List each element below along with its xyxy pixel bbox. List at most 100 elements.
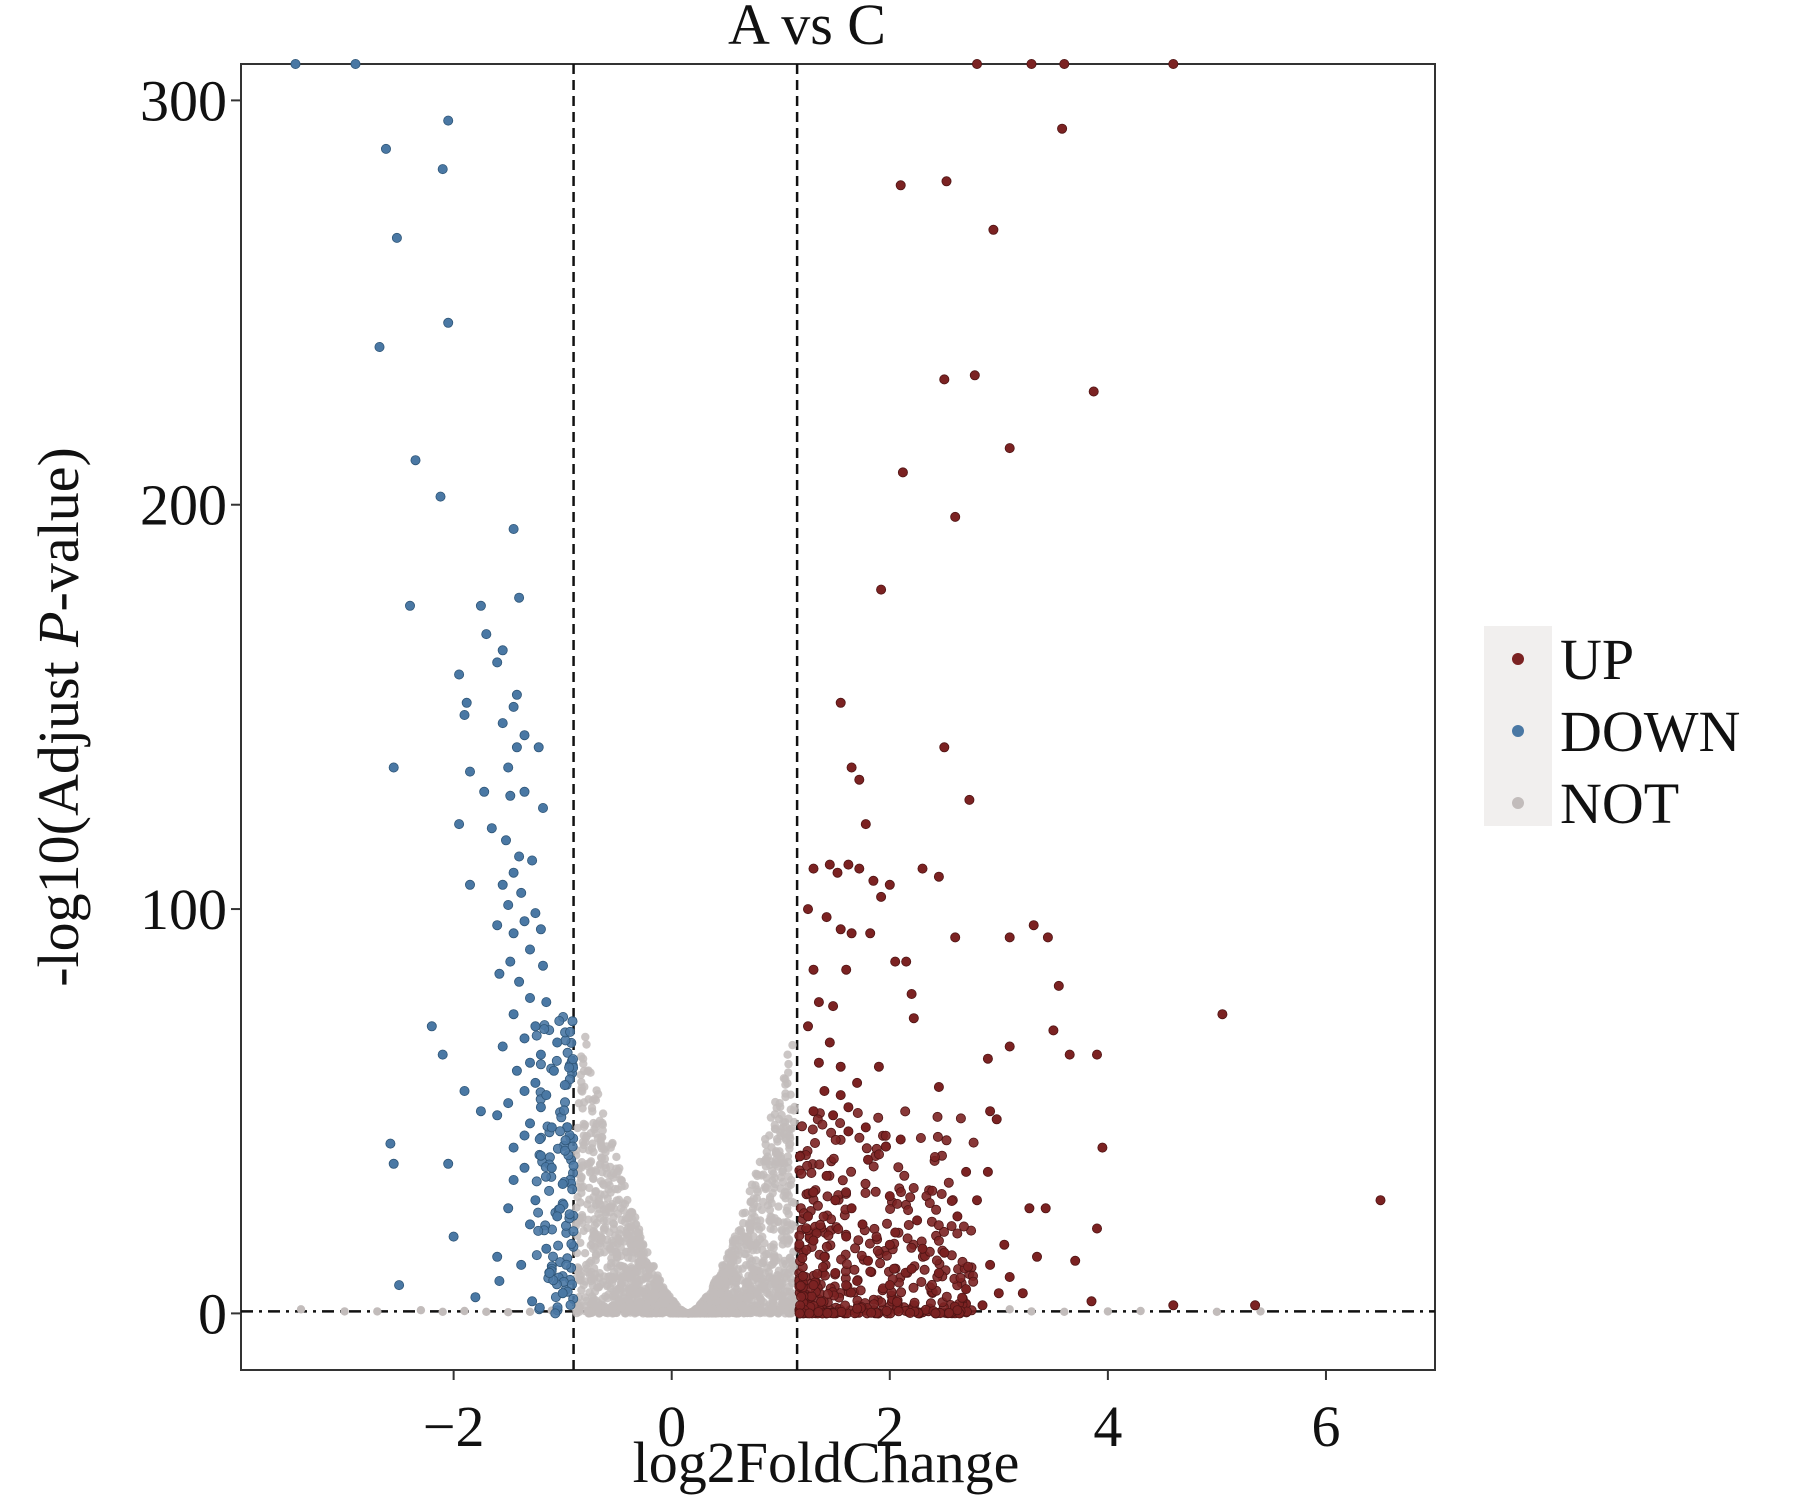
data-point-up xyxy=(933,1235,944,1246)
data-point-not xyxy=(599,1145,609,1154)
data-point-down xyxy=(503,1098,514,1109)
data-point-up xyxy=(917,1243,928,1254)
data-point-not xyxy=(584,1307,593,1317)
data-point-not xyxy=(611,1259,620,1268)
data-point-down xyxy=(454,669,465,680)
data-point-up xyxy=(801,1244,812,1255)
data-point-not xyxy=(600,1190,609,1199)
data-point-not xyxy=(598,1118,607,1128)
data-point-not xyxy=(583,1200,592,1209)
data-point-not xyxy=(782,1274,791,1283)
data-point-up xyxy=(846,1203,857,1214)
data-point-not xyxy=(723,1290,733,1299)
data-point-not xyxy=(753,1242,762,1251)
data-point-down xyxy=(426,1021,437,1032)
data-point-up xyxy=(931,1204,942,1215)
data-point-down xyxy=(385,1138,396,1149)
data-point-down xyxy=(541,1090,552,1101)
data-point-up xyxy=(1168,1300,1179,1311)
data-point-up xyxy=(881,1250,892,1261)
data-point-up xyxy=(890,1227,901,1238)
data-point-down xyxy=(552,1037,563,1048)
data-point-down xyxy=(475,600,486,611)
data-point-not xyxy=(594,1209,603,1219)
data-point-up xyxy=(946,1196,957,1207)
data-point-not xyxy=(736,1243,746,1252)
data-point-not xyxy=(781,1080,790,1089)
data-point-not xyxy=(788,1040,797,1050)
data-point-down xyxy=(497,1041,508,1052)
data-point-not xyxy=(765,1307,774,1316)
data-point-not xyxy=(784,1181,793,1191)
data-point-up xyxy=(821,912,832,923)
x-tick-label: −2 xyxy=(423,1394,485,1459)
data-point-up xyxy=(808,964,819,975)
data-point-not xyxy=(1256,1307,1265,1316)
data-point-not xyxy=(761,1134,770,1144)
data-point-down xyxy=(443,115,454,126)
data-point-up xyxy=(1086,1296,1097,1307)
data-point-down xyxy=(437,164,448,175)
data-point-not xyxy=(592,1218,601,1228)
data-point-down xyxy=(486,823,497,834)
data-point-up xyxy=(1059,59,1070,70)
data-point-not xyxy=(572,1203,581,1212)
data-point-not xyxy=(769,1169,778,1178)
data-point-down xyxy=(530,1077,541,1088)
data-point-up xyxy=(939,742,950,753)
data-point-up xyxy=(830,1268,841,1279)
data-point-up xyxy=(832,867,843,878)
data-point-up xyxy=(988,224,999,235)
data-point-down xyxy=(459,1086,470,1097)
data-point-up xyxy=(884,1239,895,1250)
data-point-up xyxy=(936,1189,947,1200)
data-point-up xyxy=(969,370,980,381)
data-point-up xyxy=(932,1131,943,1142)
data-point-up xyxy=(933,1082,944,1093)
data-point-not xyxy=(669,1308,678,1318)
data-point-down xyxy=(519,730,530,741)
data-point-up xyxy=(813,1057,824,1068)
data-point-up xyxy=(1026,59,1037,70)
data-point-not xyxy=(580,1293,590,1302)
data-point-not xyxy=(784,1209,793,1219)
data-point-not xyxy=(591,1122,600,1132)
data-point-down xyxy=(505,956,516,967)
data-point-not xyxy=(573,1193,582,1202)
data-point-up xyxy=(985,1259,996,1270)
data-point-down xyxy=(530,1195,541,1206)
data-point-up xyxy=(941,176,952,187)
data-point-up xyxy=(943,1177,954,1188)
data-point-not xyxy=(577,1173,586,1183)
data-point-not xyxy=(770,1110,779,1119)
data-point-not xyxy=(783,1203,792,1212)
data-point-down xyxy=(559,1105,570,1116)
data-point-not xyxy=(659,1299,669,1308)
data-point-down xyxy=(503,1203,514,1214)
data-point-up xyxy=(903,1205,914,1216)
data-point-not xyxy=(585,1258,594,1268)
data-point-not xyxy=(747,1180,757,1189)
data-point-down xyxy=(494,1276,505,1287)
data-point-up xyxy=(843,859,854,870)
data-point-not xyxy=(658,1290,667,1299)
data-point-down xyxy=(508,1175,519,1186)
data-point-down xyxy=(511,689,522,700)
data-point-up xyxy=(955,1113,966,1124)
data-point-up xyxy=(841,1280,852,1291)
data-point-not xyxy=(1103,1307,1113,1316)
data-point-not xyxy=(577,1083,586,1092)
data-point-not xyxy=(579,1182,588,1192)
data-point-up xyxy=(1024,1203,1035,1214)
data-point-up xyxy=(796,1291,807,1302)
data-point-down xyxy=(519,1162,530,1173)
data-point-not xyxy=(599,1216,608,1225)
data-point-up xyxy=(828,1153,839,1164)
data-point-not xyxy=(759,1170,768,1179)
data-point-not xyxy=(766,1242,776,1252)
data-point-not xyxy=(613,1209,623,1218)
data-point-up xyxy=(841,1259,852,1270)
data-point-not xyxy=(373,1307,382,1316)
data-point-up xyxy=(912,1215,923,1226)
data-point-not xyxy=(624,1230,633,1240)
